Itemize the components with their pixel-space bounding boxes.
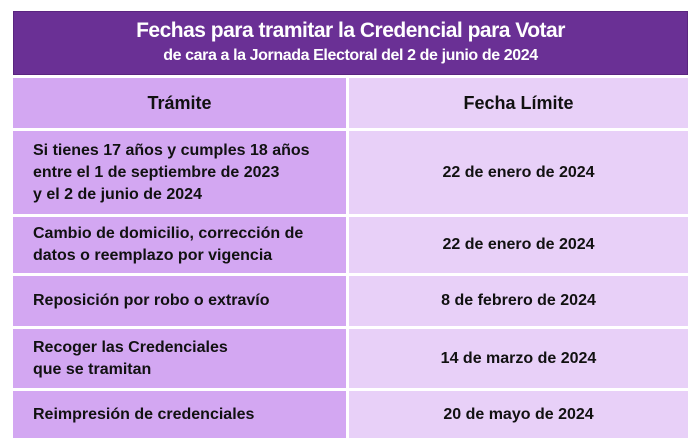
- cell-fecha: 20 de mayo de 2024: [349, 391, 688, 438]
- header-tramite: Trámite: [13, 78, 346, 128]
- title-line-2: de cara a la Jornada Electoral del 2 de …: [163, 47, 538, 64]
- table-row: Cambio de domicilio, corrección de datos…: [13, 217, 688, 273]
- cell-fecha: 22 de enero de 2024: [349, 131, 688, 214]
- cell-tramite: Si tienes 17 años y cumples 18 años entr…: [13, 131, 346, 214]
- cell-fecha: 8 de febrero de 2024: [349, 276, 688, 326]
- table-title: Fechas para tramitar la Credencial para …: [13, 11, 688, 75]
- title-line-1: Fechas para tramitar la Credencial para …: [136, 19, 565, 42]
- deadlines-table: Fechas para tramitar la Credencial para …: [13, 11, 688, 438]
- cell-fecha: 22 de enero de 2024: [349, 217, 688, 273]
- cell-tramite: Recoger las Credenciales que se tramitan: [13, 329, 346, 388]
- table-row: Reimpresión de credenciales 20 de mayo d…: [13, 391, 688, 438]
- cell-tramite: Reimpresión de credenciales: [13, 391, 346, 438]
- cell-tramite: Reposición por robo o extravío: [13, 276, 346, 326]
- cell-tramite: Cambio de domicilio, corrección de datos…: [13, 217, 346, 273]
- table-row: Reposición por robo o extravío 8 de febr…: [13, 276, 688, 326]
- header-row: Trámite Fecha Límite: [13, 78, 688, 128]
- cell-fecha: 14 de marzo de 2024: [349, 329, 688, 388]
- table-row: Recoger las Credenciales que se tramitan…: [13, 329, 688, 388]
- header-fecha: Fecha Límite: [349, 78, 688, 128]
- table-row: Si tienes 17 años y cumples 18 años entr…: [13, 131, 688, 214]
